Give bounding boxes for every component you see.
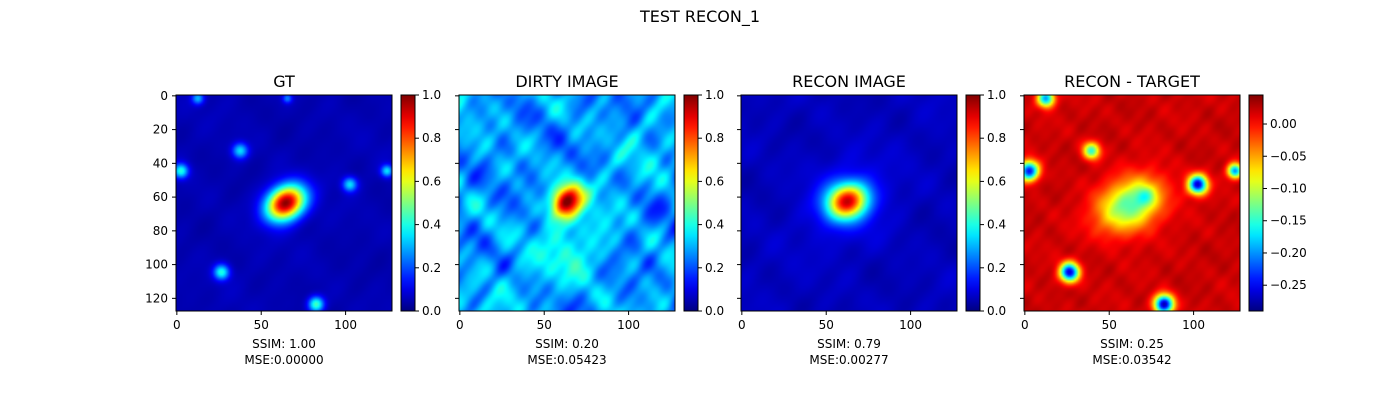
y-tick-label: 20 <box>153 123 168 137</box>
mse-caption: MSE:0.00000 <box>244 353 323 367</box>
colorbar-tick-label: 0.00 <box>1270 117 1297 131</box>
colorbar-tick-label: 0.8 <box>705 131 724 145</box>
panel-title: GT <box>273 72 295 91</box>
panel-recon: RECON IMAGE 0 50 100 SSIM: 0.79 MSE:0.00277 0.… <box>737 72 1006 367</box>
y-tick-label: 60 <box>153 190 168 204</box>
colorbar-tick-label: 0.2 <box>987 261 1006 275</box>
colorbar-tick-label: 1.0 <box>987 88 1006 102</box>
colorbar-tick-label: 0.4 <box>422 218 441 232</box>
figure-title: TEST RECON_1 <box>639 7 760 27</box>
colorbar-tick-label: −0.25 <box>1270 278 1307 292</box>
colorbar-tick-label: −0.05 <box>1270 149 1307 163</box>
heatmap-image <box>176 95 392 311</box>
colorbar-tick-label: 0.6 <box>422 174 441 188</box>
x-tick-label: 0 <box>456 318 464 332</box>
colorbar-tick-label: −0.10 <box>1270 181 1307 195</box>
panel-gt: GT 0 50 100 0 20 40 60 80 100 120 SSIM: 1.00 MSE:0.0… <box>145 72 441 367</box>
colorbar-tick-label: 0.6 <box>705 174 724 188</box>
y-tick-label: 0 <box>160 89 168 103</box>
colorbar-tick-label: −0.15 <box>1270 214 1307 228</box>
x-tick-label: 0 <box>738 318 746 332</box>
colorbar-tick-label: 0.0 <box>422 304 441 318</box>
mse-caption: MSE:0.00277 <box>809 353 888 367</box>
x-tick-label: 100 <box>899 318 922 332</box>
colorbar-tick-label: 0.6 <box>987 174 1006 188</box>
colorbar-tick-label: −0.20 <box>1270 246 1307 260</box>
x-tick-label: 50 <box>1102 318 1117 332</box>
x-tick-label: 100 <box>1182 318 1205 332</box>
colorbar <box>683 94 699 312</box>
colorbar-tick-label: 0.8 <box>987 131 1006 145</box>
heatmap-image <box>1024 95 1240 311</box>
colorbar <box>965 94 981 312</box>
x-tick-label: 0 <box>1021 318 1029 332</box>
colorbar-tick-label: 0.2 <box>422 261 441 275</box>
axes-frame <box>740 94 958 312</box>
panel-title: RECON - TARGET <box>1064 72 1200 91</box>
axes-frame <box>1023 94 1241 312</box>
y-tick-label: 120 <box>145 291 168 305</box>
colorbar-tick-label: 0.0 <box>705 304 724 318</box>
ssim-caption: SSIM: 1.00 <box>252 337 316 351</box>
ssim-caption: SSIM: 0.79 <box>817 337 881 351</box>
colorbar-tick-label: 0.0 <box>987 304 1006 318</box>
colorbar <box>400 94 416 312</box>
colorbar <box>1248 94 1264 312</box>
x-tick-label: 0 <box>173 318 181 332</box>
panel-dirty: DIRTY IMAGE 0 50 100 SSIM: 0.20 MSE:0.05423 0.… <box>455 72 724 367</box>
colorbar-tick-label: 0.8 <box>422 131 441 145</box>
axes-frame <box>175 94 393 312</box>
x-tick-label: 100 <box>334 318 357 332</box>
mse-caption: MSE:0.03542 <box>1092 353 1171 367</box>
panel-title: RECON IMAGE <box>792 72 906 91</box>
x-tick-label: 100 <box>617 318 640 332</box>
x-tick-label: 50 <box>254 318 269 332</box>
colorbar-tick-label: 1.0 <box>422 88 441 102</box>
colorbar-tick-label: 0.4 <box>987 218 1006 232</box>
y-tick-label: 80 <box>153 224 168 238</box>
colorbar-tick-label: 0.2 <box>705 261 724 275</box>
mse-caption: MSE:0.05423 <box>527 353 606 367</box>
ssim-caption: SSIM: 0.25 <box>1100 337 1164 351</box>
y-tick-label: 40 <box>153 156 168 170</box>
colorbar-tick-label: 0.4 <box>705 218 724 232</box>
heatmap-image <box>459 95 675 311</box>
x-tick-label: 50 <box>537 318 552 332</box>
ssim-caption: SSIM: 0.20 <box>535 337 599 351</box>
colorbar-tick-label: 1.0 <box>705 88 724 102</box>
panel-title: DIRTY IMAGE <box>515 72 618 91</box>
heatmap-image <box>741 95 957 311</box>
y-tick-label: 100 <box>145 258 168 272</box>
axes-frame <box>458 94 676 312</box>
x-tick-label: 50 <box>819 318 834 332</box>
panel-diff: RECON - TARGET 0 50 100 SSIM: 0.25 MSE:0.0354… <box>1020 72 1307 367</box>
